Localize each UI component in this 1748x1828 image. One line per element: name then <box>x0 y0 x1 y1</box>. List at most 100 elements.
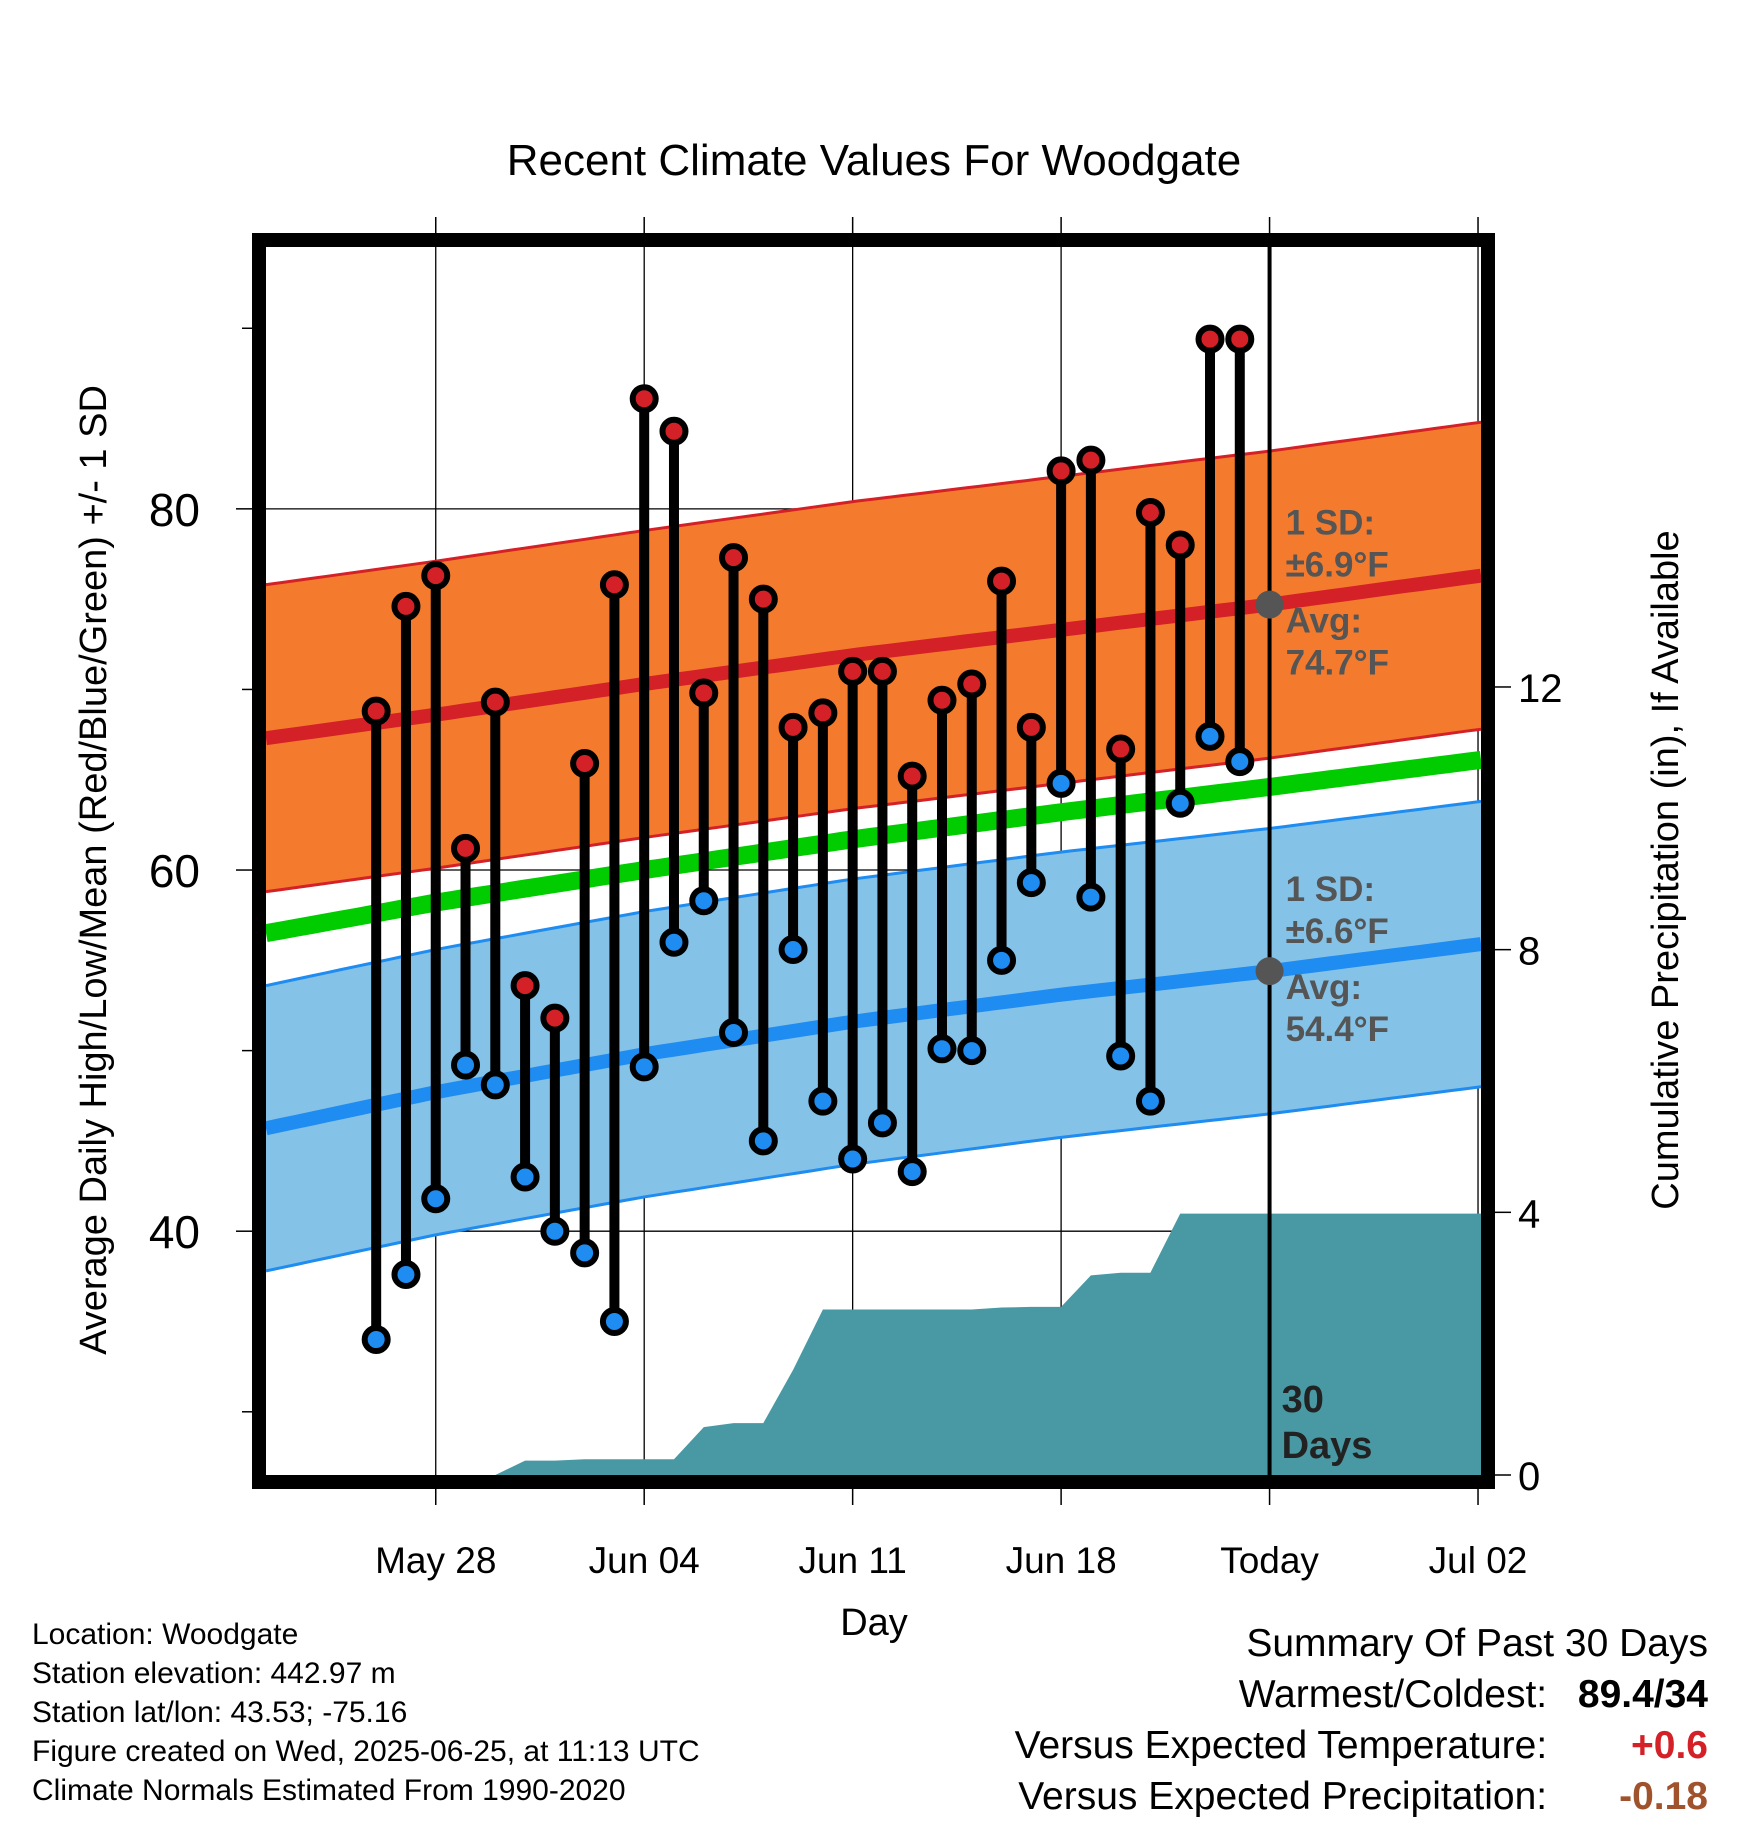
daily-low-point <box>361 1325 391 1355</box>
location-text: Location: Woodgate <box>32 1618 299 1651</box>
summary-title: Summary Of Past 30 Days <box>1246 1622 1708 1665</box>
daily-low-point <box>927 1034 957 1064</box>
daily-high-point <box>927 685 957 715</box>
normals-text: Climate Normals Estimated From 1990-2020 <box>32 1774 626 1807</box>
x-tick-label: Jul 02 <box>1429 1540 1528 1581</box>
low-annotation: ±6.6°F <box>1286 912 1389 951</box>
y2-tick-label: 8 <box>1518 930 1540 974</box>
plot-frame <box>252 233 1495 1489</box>
daily-high-point <box>987 566 1017 596</box>
daily-high-point <box>748 584 778 614</box>
summary-panel: Summary Of Past 30 Days Warmest/Coldest:… <box>1015 1618 1708 1822</box>
daily-low-point <box>451 1050 481 1080</box>
daily-high-point <box>1046 456 1076 486</box>
daily-high-point <box>361 696 391 726</box>
x-axis-label: Day <box>840 1602 908 1644</box>
daily-high-point <box>689 678 719 708</box>
daily-high-point <box>897 761 927 791</box>
station-info: Location: Woodgate Station elevation: 44… <box>32 1615 700 1810</box>
x-tick-label: Jun 04 <box>589 1540 700 1581</box>
daily-high-point <box>1225 324 1255 354</box>
daily-low-point <box>421 1184 451 1214</box>
x-tick-label: Today <box>1220 1540 1319 1581</box>
daily-high-point <box>480 687 510 717</box>
daily-low-point <box>1106 1041 1136 1071</box>
daily-low-point <box>808 1086 838 1116</box>
daily-high-point <box>1195 324 1225 354</box>
daily-high-point <box>1135 497 1165 527</box>
daily-high-point <box>540 1003 570 1033</box>
days-label: Days <box>1282 1425 1373 1467</box>
daily-low-point <box>570 1238 600 1268</box>
daily-low-point <box>957 1036 987 1066</box>
latlon-text: Station lat/lon: 43.53; -75.16 <box>32 1696 408 1729</box>
daily-high-point <box>510 971 540 1001</box>
daily-high-point <box>1106 734 1136 764</box>
y-tick-label: 80 <box>149 484 200 536</box>
daily-low-point <box>599 1307 629 1336</box>
daily-low-point <box>629 1052 659 1082</box>
y2-tick-label: 4 <box>1518 1192 1540 1236</box>
low-annotation: Avg: <box>1286 968 1362 1007</box>
daily-low-point <box>897 1157 927 1187</box>
daily-high-point <box>957 669 987 699</box>
daily-high-point <box>838 656 868 686</box>
precipitation-area <box>266 1213 1481 1475</box>
low-annotation: 54.4°F <box>1286 1010 1390 1049</box>
daily-low-point <box>689 886 719 916</box>
daily-high-point <box>867 656 897 686</box>
high-avg-marker <box>1255 590 1284 619</box>
x-tick-label: Jun 11 <box>798 1540 906 1581</box>
daily-low-point <box>480 1070 510 1100</box>
daily-low-point <box>540 1216 570 1246</box>
daily-high-point <box>629 384 659 414</box>
daily-low-point <box>1195 721 1225 751</box>
daily-high-point <box>421 561 451 591</box>
low-annotation: 1 SD: <box>1286 870 1375 909</box>
high-annotation: 1 SD: <box>1286 504 1375 543</box>
daily-high-point <box>719 543 749 573</box>
precip-label: Versus Expected Precipitation: <box>1018 1775 1548 1818</box>
y2-axis-label: Cumulative Precipitation (in), If Availa… <box>1645 530 1687 1209</box>
warm-cold-label: Warmest/Coldest: <box>1238 1673 1548 1716</box>
x-tick-label: Jun 18 <box>1006 1540 1117 1581</box>
precip-value: -0.18 <box>1619 1775 1708 1818</box>
daily-low-point <box>510 1162 540 1192</box>
daily-low-point <box>867 1108 897 1138</box>
daily-low-point <box>1076 882 1106 912</box>
y-tick-label: 60 <box>149 845 200 897</box>
warm-cold-value: 89.4/34 <box>1577 1673 1708 1716</box>
daily-low-point <box>1225 747 1255 777</box>
high-annotation: Avg: <box>1286 602 1362 641</box>
daily-low-point <box>987 945 1017 975</box>
daily-high-point <box>1076 445 1106 475</box>
daily-low-point <box>719 1018 749 1048</box>
high-annotation: ±6.9°F <box>1286 546 1389 585</box>
summary-precip: Versus Expected Precipitation: -0.18 <box>1015 1771 1708 1822</box>
low-avg-marker <box>1255 957 1284 986</box>
y2-tick-label: 0 <box>1518 1455 1540 1499</box>
daily-low-point <box>659 927 689 957</box>
y-axis-label: Average Daily High/Low/Mean (Red/Blue/Gr… <box>73 385 115 1355</box>
daily-low-point <box>778 934 808 964</box>
summary-temp: Versus Expected Temperature: +0.6 <box>1015 1720 1708 1771</box>
daily-high-point <box>778 712 808 742</box>
daily-high-point <box>1016 712 1046 742</box>
chart-title: Recent Climate Values For Woodgate <box>507 136 1242 185</box>
daily-high-point <box>599 570 629 600</box>
daily-high-point <box>451 833 481 863</box>
days-label: 30 <box>1282 1379 1324 1421</box>
daily-low-point <box>838 1144 868 1174</box>
daily-high-point <box>659 416 689 446</box>
daily-low-point <box>748 1126 778 1156</box>
summary-warm-cold: Warmest/Coldest: 89.4/34 <box>1015 1669 1708 1720</box>
elevation-text: Station elevation: 442.97 m <box>32 1657 396 1690</box>
created-text: Figure created on Wed, 2025-06-25, at 11… <box>32 1735 700 1768</box>
temp-value: +0.6 <box>1631 1724 1708 1767</box>
daily-high-point <box>1165 530 1195 560</box>
high-annotation: 74.7°F <box>1286 644 1390 683</box>
temp-label: Versus Expected Temperature: <box>1014 1724 1548 1767</box>
daily-low-point <box>1016 868 1046 898</box>
y2-tick-label: 12 <box>1518 667 1563 711</box>
